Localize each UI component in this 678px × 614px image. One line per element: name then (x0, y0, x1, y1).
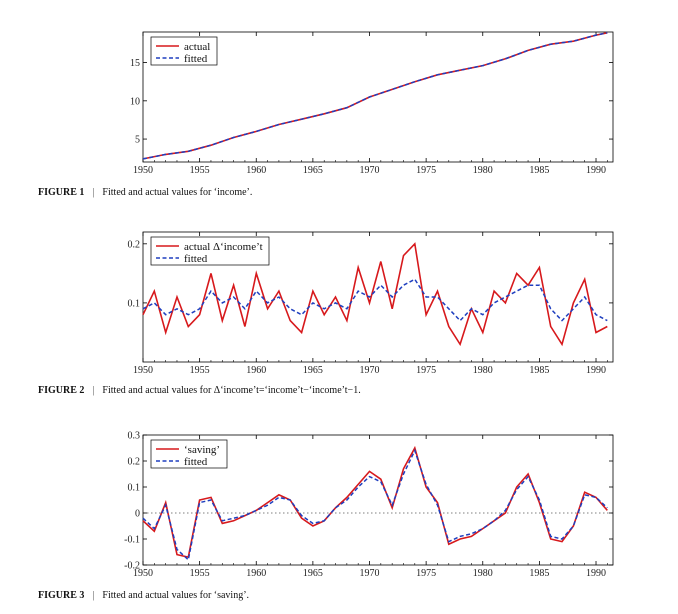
legend-box (150, 36, 218, 66)
legend-fitted-label: fitted (184, 53, 208, 65)
chart-3: 1950 1955 1960 1965 1970 1975 1980 1985 1990 -0.2… (124, 431, 614, 579)
y-tick-label: 0.1 (128, 298, 141, 309)
actual-series-line (142, 445, 608, 559)
fitted-series-line (142, 278, 608, 322)
x-tick-label: 1950 (133, 568, 153, 579)
chart-2: 1950 1955 1960 1965 1970 1975 1980 1985 1990 0.1 0… (128, 231, 614, 376)
y-tick-label: 10 (130, 96, 140, 107)
x-tick-label: 1970 (360, 165, 380, 176)
fitted-series-line (142, 32, 608, 160)
x-tick-label: 1965 (303, 365, 323, 376)
y-tick-label: 0.3 (128, 431, 141, 442)
x-tick-label: 1990 (586, 365, 606, 376)
x-tick-label: 1965 (303, 165, 323, 176)
x-tick-label: 1985 (529, 165, 549, 176)
figure-2-separator: | (92, 385, 95, 396)
figure-3-separator: | (92, 590, 95, 601)
figure-3-label: FIGURE 3 (38, 590, 85, 601)
fitted-series-line (142, 448, 608, 562)
plot-frame (142, 434, 614, 566)
x-tick-label: 1955 (190, 165, 210, 176)
figure-3-text: Fitted and actual values for ‘saving’. (102, 590, 250, 601)
x-tick-label: 1955 (190, 568, 210, 579)
figure-2-text: Fitted and actual values for Δ‘income’t=… (102, 385, 361, 396)
legend: ‘saving’fitted (150, 439, 228, 469)
legend-fitted-label: fitted (184, 456, 208, 468)
x-tick-label: 1985 (529, 568, 549, 579)
figure-2-label: FIGURE 2 (38, 385, 85, 396)
x-tick-label: 1975 (416, 165, 436, 176)
y-tick-label: 15 (130, 58, 140, 69)
x-tick-label: 1950 (133, 165, 153, 176)
plot-frame (142, 231, 614, 363)
y-tick-label: 0.2 (128, 457, 141, 468)
legend-actual-label: actual Δ‘income’t (184, 241, 263, 253)
legend-actual-label: actual (184, 41, 210, 53)
y-tick-label: -0.1 (124, 535, 140, 546)
x-tick-label: 1960 (246, 365, 266, 376)
y-tick-label: 0.2 (128, 239, 141, 250)
y-tick-label: 0.1 (128, 483, 141, 494)
x-tick-label: 1975 (416, 568, 436, 579)
x-tick-label: 1970 (360, 365, 380, 376)
figure-1-caption: FIGURE 1 | Fitted and actual values for ‘i… (38, 187, 252, 198)
x-tick-label: 1990 (586, 568, 606, 579)
figure-1-label: FIGURE 1 (38, 187, 85, 198)
plot-frame (142, 31, 614, 163)
figure-2-caption: FIGURE 2 | Fitted and actual values for Δ‘… (38, 385, 361, 396)
x-tick-label: 1980 (473, 165, 493, 176)
x-tick-label: 1975 (416, 365, 436, 376)
x-tick-label: 1990 (586, 165, 606, 176)
y-tick-label: 0 (135, 509, 140, 520)
figure-1-text: Fitted and actual values for ‘income’. (102, 187, 253, 198)
figure-1-separator: | (92, 187, 95, 198)
x-tick-label: 1980 (473, 365, 493, 376)
x-tick-label: 1980 (473, 568, 493, 579)
x-tick-label: 1960 (246, 568, 266, 579)
legend-box (150, 439, 228, 469)
y-tick-label: 5 (135, 135, 140, 146)
x-tick-label: 1965 (303, 568, 323, 579)
x-tick-label: 1970 (360, 568, 380, 579)
x-tick-label: 1960 (246, 165, 266, 176)
legend-actual-label: ‘saving’ (184, 444, 220, 456)
x-tick-label: 1950 (133, 365, 153, 376)
legend-fitted-label: fitted (184, 253, 208, 265)
actual-series-line (142, 242, 608, 347)
x-tick-label: 1955 (190, 365, 210, 376)
figure-3-caption: FIGURE 3 | Fitted and actual values for ‘s… (38, 590, 249, 601)
y-tick-label: -0.2 (124, 561, 140, 572)
chart-1: 1950 1955 1960 1965 1970 1975 1980 1985 1990 5 10 1… (130, 31, 614, 176)
x-tick-label: 1985 (529, 365, 549, 376)
legend-box (150, 236, 270, 266)
